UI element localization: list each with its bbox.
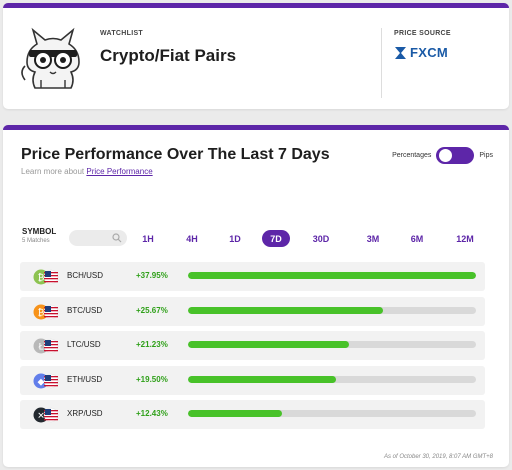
svg-text:✕: ✕ [37,412,45,422]
fxcm-logo-text: FXCM [410,45,449,60]
table-row[interactable]: ₿ BTC/USD +25.67% [20,296,485,326]
match-count: 5 Matches [22,238,50,244]
tab-3m[interactable]: 3M [366,233,380,244]
eth-usd-pair-icon: ◆ [33,373,59,388]
xrp-usd-pair-icon: ✕ [33,407,59,423]
symbol-search-input[interactable] [69,230,127,246]
tab-7d[interactable]: 7D [262,230,290,247]
btc-usd-pair-icon: ₿ [33,304,59,319]
performance-bar-fill [188,306,383,314]
tab-12m[interactable]: 12M [456,233,474,244]
mascot-cat-icon [21,27,80,89]
performance-bar-fill [188,272,476,279]
performance-title: Price Performance Over The Last 7 Days [21,146,330,163]
toggle-label-pips[interactable]: Pips [479,152,493,159]
tab-1d[interactable]: 1D [229,233,241,244]
tab-1h[interactable]: 1H [142,233,154,244]
watchlist-header-card: WATCHLIST Crypto/Fiat Pairs PRICE SOURCE… [3,3,509,109]
performance-bar-fill [188,410,283,417]
svg-text:₿: ₿ [38,273,45,284]
pair-symbol[interactable]: LTC/USD [67,340,101,349]
watchlist-title: Crypto/Fiat Pairs [100,46,237,65]
search-icon [112,233,122,243]
fxcm-logo[interactable]: FXCM [394,45,448,60]
table-row[interactable]: ◆ ETH/USD +19.50% [20,365,485,395]
table-row[interactable]: ✕ XRP/USD +12.43% [20,400,485,429]
bch-usd-pair-icon: ₿ [33,269,59,285]
svg-text:Ł: Ł [37,343,44,353]
tab-4h[interactable]: 4H [186,233,198,244]
performance-bar-track [188,410,476,417]
toggle-knob [439,149,453,162]
learn-more-link[interactable]: Price Performance [86,167,153,176]
price-source-label: PRICE SOURCE [394,30,451,37]
divider [381,28,382,98]
symbol-column-header: SYMBOL [22,227,57,236]
tab-30d[interactable]: 30D [312,233,330,244]
fxcm-logo-icon [395,46,406,59]
timestamp: As of October 30, 2019, 8:07 AM GMT+8 [384,454,493,460]
units-toggle-group: Percentages Pips [392,147,493,164]
ltc-usd-pair-icon: Ł [33,338,59,354]
svg-text:◆: ◆ [38,377,45,387]
table-row[interactable]: ₿ BCH/USD +37.95% [20,262,485,291]
pair-change: +21.23% [136,340,168,349]
toggle-label-percentages[interactable]: Percentages [392,152,432,159]
performance-card: Price Performance Over The Last 7 Days L… [3,125,509,467]
pair-change: +19.50% [136,374,168,384]
performance-bar-fill [188,341,350,348]
tab-6m[interactable]: 6M [410,233,424,244]
pair-symbol[interactable]: ETH/USD [67,374,103,384]
performance-bar-track [188,272,476,279]
table-row[interactable]: Ł LTC/USD +21.23% [20,331,485,360]
learn-more-prefix: Learn more about [21,167,85,176]
svg-text:₿: ₿ [38,307,45,318]
units-toggle[interactable] [436,147,475,164]
pair-symbol[interactable]: XRP/USD [67,409,103,418]
performance-bar-track [188,341,476,348]
watchlist-label: WATCHLIST [100,30,144,37]
pair-change: +25.67% [136,305,168,315]
performance-bar-fill [188,375,336,383]
performance-bar-track [188,306,476,314]
pair-symbol[interactable]: BTC/USD [67,305,103,315]
symbol-header: SYMBOL 5 Matches [22,227,56,244]
pair-change: +12.43% [136,409,168,418]
pair-change: +37.95% [136,271,168,280]
learn-more-text: Learn more about Price Performance [21,167,153,176]
pair-symbol[interactable]: BCH/USD [67,271,104,280]
performance-bar-track [188,375,476,383]
